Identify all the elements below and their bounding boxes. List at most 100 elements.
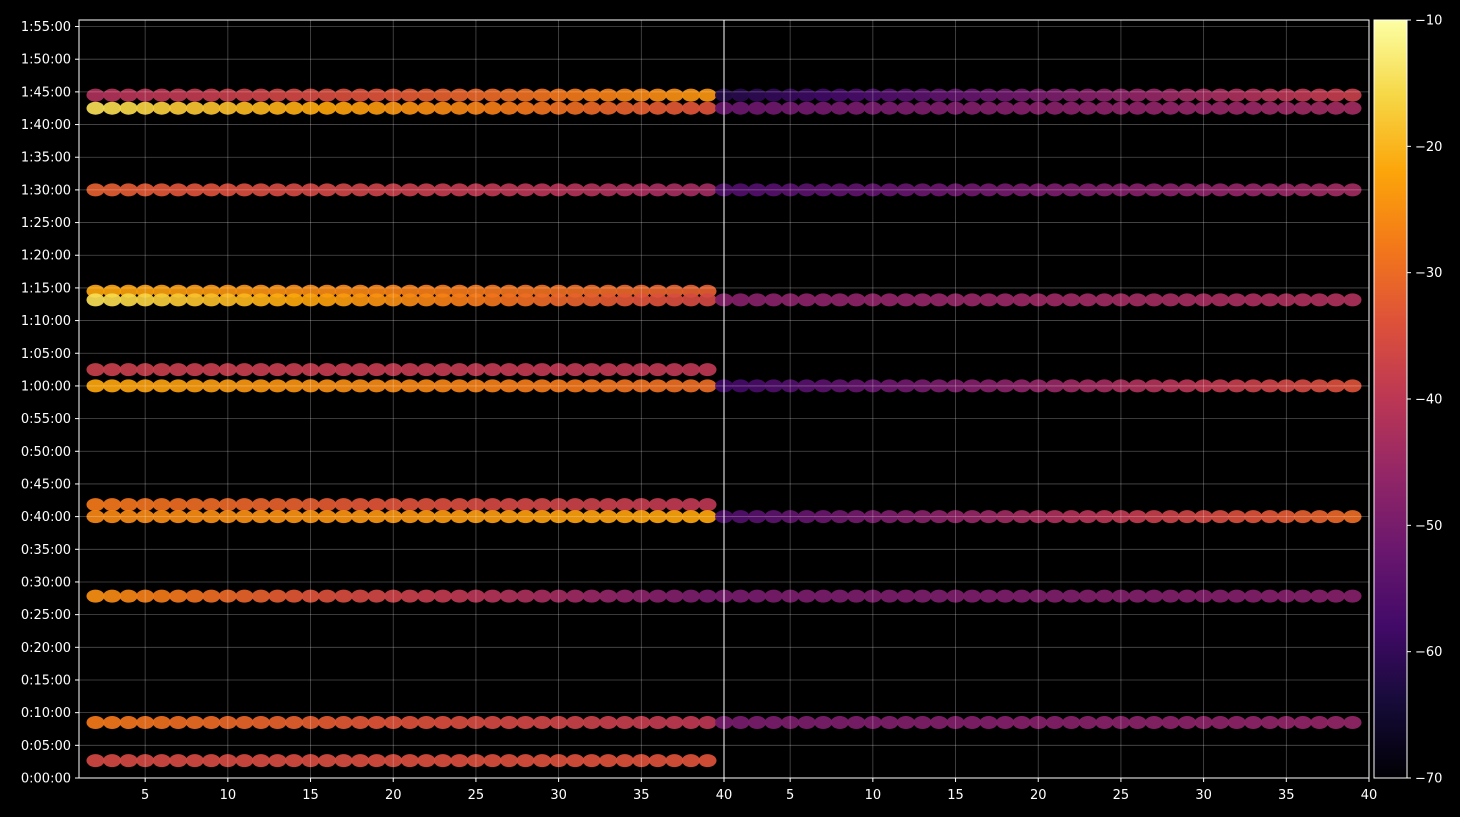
heatmap-cell-band-0-x34 (615, 88, 634, 102)
heatmap-cell-band-11-x14 (285, 754, 303, 768)
heatmap-cell-band-2-x34 (615, 183, 634, 197)
heatmap-cell-band-0-x26 (483, 88, 502, 102)
heatmap-cell-band-17-x20 (1029, 510, 1048, 524)
heatmap-cell-band-9-x23 (433, 589, 452, 603)
heatmap-cell-band-12-x17 (979, 88, 998, 102)
heatmap-cell-band-10-x37 (665, 716, 684, 729)
heatmap-cell-band-16-x30 (1194, 379, 1213, 393)
x-tick-label: 10 (865, 788, 882, 803)
heatmap-cell-band-9-x14 (285, 589, 303, 603)
heatmap-cell-band-19-x34 (1260, 716, 1279, 729)
heatmap-cell-band-2-x23 (433, 183, 452, 197)
heatmap-cell-band-18-x4 (764, 589, 783, 603)
heatmap-cell-band-1-x28 (516, 101, 535, 115)
heatmap-cell-band-8-x12 (251, 510, 270, 524)
heatmap-cell-band-17-x18 (996, 510, 1015, 524)
heatmap-cell-band-4-x31 (566, 293, 585, 307)
heatmap-cell-band-8-x3 (103, 510, 122, 524)
heatmap-cell-band-0-x9 (202, 88, 221, 102)
heatmap-cell-band-2-x39 (698, 183, 717, 197)
heatmap-cell-band-9-x4 (119, 589, 138, 603)
heatmap-cell-band-4-x7 (169, 293, 188, 307)
heatmap-cell-band-18-x3 (748, 589, 767, 603)
heatmap-cell-band-2-x6 (152, 183, 171, 197)
heatmap-cell-band-2-x19 (367, 183, 386, 197)
heatmap-cell-band-14-x25 (1111, 183, 1130, 197)
heatmap-cell-band-12-x34 (1260, 88, 1279, 102)
heatmap-cell-band-16-x17 (979, 379, 998, 393)
heatmap-cell-band-8-x17 (334, 510, 353, 524)
heatmap-cell-band-14-x19 (1012, 183, 1031, 197)
heatmap-cell-band-16-x34 (1260, 379, 1279, 393)
heatmap-cell-band-6-x18 (351, 379, 370, 393)
heatmap-cell-band-5-x14 (285, 363, 303, 377)
heatmap-cell-band-11-x38 (681, 754, 700, 768)
heatmap-cell-band-1-x17 (334, 101, 353, 115)
heatmap-cell-band-8-x28 (516, 510, 535, 524)
heatmap-cell-band-6-x37 (665, 379, 684, 393)
y-tick-label: 0:10:00 (21, 706, 71, 721)
heatmap-cell-band-12-x32 (1227, 88, 1246, 102)
x-tick-label: 40 (1361, 788, 1378, 803)
heatmap-cell-band-11-x20 (384, 754, 403, 768)
heatmap-cell-band-13-x20 (1029, 101, 1048, 115)
heatmap-cell-band-19-x18 (996, 716, 1015, 729)
heatmap-cell-band-13-x16 (963, 101, 982, 115)
heatmap-cell-band-12-x29 (1178, 88, 1197, 102)
heatmap-cell-band-0-x25 (466, 88, 485, 102)
heatmap-cell-band-0-x2 (86, 88, 105, 102)
heatmap-cell-band-14-x39 (1343, 183, 1362, 197)
heatmap-cell-band-8-x14 (285, 510, 303, 524)
heatmap-cell-band-17-x38 (1326, 510, 1345, 524)
y-tick-label: 0:35:00 (21, 543, 71, 558)
heatmap-cell-band-18-x15 (946, 589, 965, 603)
heatmap-cell-band-4-x5 (136, 293, 155, 307)
heatmap-cell-band-2-x18 (351, 183, 370, 197)
heatmap-cell-band-1-x16 (318, 101, 337, 115)
heatmap-cell-band-5-x18 (351, 363, 370, 377)
heatmap-cell-band-13-x24 (1095, 101, 1114, 115)
heatmap-cell-band-10-x20 (384, 716, 403, 729)
heatmap-cell-band-15-x2 (731, 293, 750, 307)
heatmap-cell-band-13-x14 (930, 101, 948, 115)
heatmap-cell-band-15-x33 (1244, 293, 1263, 307)
heatmap-cell-band-18-x8 (830, 589, 849, 603)
x-tick-label: 10 (220, 788, 237, 803)
heatmap-cell-band-9-x37 (665, 589, 684, 603)
heatmap-cell-band-8-x15 (301, 510, 320, 524)
heatmap-cell-band-17-x33 (1244, 510, 1263, 524)
heatmap-cell-band-5-x31 (566, 363, 585, 377)
heatmap-cell-band-5-x9 (202, 363, 221, 377)
heatmap-cell-band-10-x21 (400, 716, 419, 729)
heatmap-cell-band-1-x30 (549, 101, 568, 115)
heatmap-cell-band-1-x35 (632, 101, 651, 115)
heatmap-cell-band-1-x12 (251, 101, 270, 115)
heatmap-cell-band-9-x29 (533, 589, 552, 603)
heatmap-cell-band-17-x7 (814, 510, 833, 524)
heatmap-cell-band-2-x10 (218, 183, 237, 197)
heatmap-cell-band-6-x14 (285, 379, 303, 393)
heatmap-cell-band-8-x37 (665, 510, 684, 524)
heatmap-cell-band-13-x30 (1194, 101, 1213, 115)
heatmap-cell-band-15-x27 (1145, 293, 1163, 307)
heatmap-cell-band-1-x2 (86, 101, 105, 115)
heatmap-cell-band-1-x14 (285, 101, 303, 115)
heatmap-cell-band-5-x15 (301, 363, 320, 377)
heatmap-cell-band-6-x38 (681, 379, 700, 393)
heatmap-cell-band-13-x38 (1326, 101, 1345, 115)
heatmap-cell-band-12-x38 (1326, 88, 1345, 102)
heatmap-cell-band-0-x35 (632, 88, 651, 102)
y-tick-label: 1:35:00 (21, 151, 71, 166)
heatmap-cell-band-18-x6 (797, 589, 816, 603)
heatmap-cell-band-8-x11 (235, 510, 254, 524)
heatmap-cell-band-18-x13 (913, 589, 932, 603)
heatmap-cell-band-1-x19 (367, 101, 386, 115)
heatmap-cell-band-5-x28 (516, 363, 535, 377)
heatmap-cell-band-6-x33 (599, 379, 618, 393)
heatmap-cell-band-19-x23 (1078, 716, 1097, 729)
heatmap-cell-band-10-x13 (268, 716, 287, 729)
heatmap-cell-band-18-x39 (1343, 589, 1362, 603)
heatmap-cell-band-19-x8 (830, 716, 849, 729)
heatmap-cell-band-16-x12 (896, 379, 915, 393)
heatmap-cell-band-2-x33 (599, 183, 618, 197)
